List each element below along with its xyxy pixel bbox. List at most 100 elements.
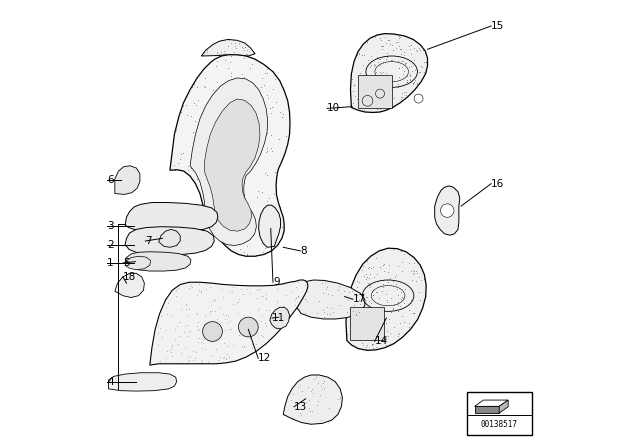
Point bbox=[260, 294, 271, 302]
Point bbox=[381, 55, 391, 62]
Point bbox=[252, 285, 262, 293]
Point bbox=[406, 51, 417, 58]
Point bbox=[372, 271, 382, 278]
Point bbox=[157, 333, 167, 340]
Text: 14: 14 bbox=[374, 336, 388, 346]
Point bbox=[221, 354, 231, 361]
Point bbox=[192, 310, 202, 318]
Point bbox=[392, 333, 403, 340]
Point bbox=[222, 141, 232, 148]
Point bbox=[393, 38, 403, 45]
Point bbox=[377, 288, 387, 295]
Point bbox=[370, 61, 380, 68]
Polygon shape bbox=[475, 400, 508, 406]
Point bbox=[220, 50, 230, 57]
Point bbox=[300, 296, 310, 303]
Point bbox=[264, 307, 275, 314]
Point bbox=[260, 169, 270, 177]
Point bbox=[266, 109, 276, 116]
Point bbox=[214, 334, 224, 341]
Point bbox=[188, 225, 198, 232]
Text: 15: 15 bbox=[491, 21, 504, 31]
Point bbox=[170, 166, 180, 173]
Point bbox=[271, 282, 281, 289]
Point bbox=[239, 47, 249, 54]
Point bbox=[269, 190, 279, 197]
Point bbox=[232, 228, 242, 235]
Point bbox=[129, 175, 139, 182]
Point bbox=[235, 316, 245, 323]
Point bbox=[378, 283, 388, 290]
Point bbox=[199, 124, 209, 131]
Point bbox=[235, 110, 245, 117]
Point bbox=[185, 280, 195, 288]
Point bbox=[223, 312, 234, 319]
Point bbox=[293, 383, 303, 390]
Point bbox=[291, 294, 301, 302]
Point bbox=[175, 349, 186, 356]
Point bbox=[246, 214, 257, 221]
Point bbox=[401, 59, 412, 66]
Circle shape bbox=[239, 317, 258, 337]
Point bbox=[376, 69, 386, 76]
Point bbox=[319, 385, 329, 392]
Point bbox=[399, 88, 410, 95]
Point bbox=[371, 288, 381, 295]
Point bbox=[127, 222, 137, 229]
Point bbox=[214, 226, 224, 233]
Point bbox=[416, 276, 426, 283]
Point bbox=[408, 81, 418, 88]
Point bbox=[186, 232, 196, 239]
Point bbox=[153, 251, 163, 258]
Point bbox=[125, 252, 136, 259]
Point bbox=[200, 218, 210, 225]
Point bbox=[199, 320, 209, 327]
Point bbox=[198, 340, 208, 347]
Point bbox=[356, 95, 367, 103]
Point bbox=[328, 308, 339, 315]
Point bbox=[149, 233, 159, 240]
Point bbox=[357, 51, 367, 58]
Point bbox=[382, 327, 392, 334]
Point bbox=[230, 43, 240, 50]
Point bbox=[374, 34, 385, 41]
Point bbox=[223, 65, 233, 72]
Point bbox=[182, 312, 192, 319]
Polygon shape bbox=[159, 229, 180, 247]
Point bbox=[346, 75, 356, 82]
Point bbox=[226, 87, 236, 95]
Point bbox=[262, 91, 272, 99]
Point bbox=[365, 271, 375, 278]
Point bbox=[396, 94, 406, 101]
Point bbox=[306, 387, 316, 394]
Point bbox=[213, 357, 223, 364]
Point bbox=[208, 207, 218, 214]
Point bbox=[375, 105, 385, 112]
Point bbox=[415, 69, 426, 76]
Point bbox=[199, 83, 209, 90]
Point bbox=[140, 230, 150, 237]
Point bbox=[395, 302, 405, 309]
Point bbox=[118, 169, 128, 176]
Point bbox=[122, 273, 132, 280]
Point bbox=[218, 219, 228, 226]
Point bbox=[205, 284, 215, 291]
Point bbox=[385, 40, 395, 47]
Point bbox=[280, 132, 291, 139]
Point bbox=[362, 258, 372, 265]
Point bbox=[268, 86, 278, 93]
Point bbox=[383, 77, 393, 84]
Point bbox=[230, 39, 241, 46]
Point bbox=[247, 345, 257, 352]
Point bbox=[300, 395, 310, 402]
Point bbox=[261, 211, 271, 218]
Polygon shape bbox=[204, 99, 260, 231]
Point bbox=[263, 240, 273, 247]
Point bbox=[319, 313, 329, 320]
Point bbox=[409, 269, 419, 276]
Point bbox=[409, 78, 419, 86]
Point bbox=[297, 388, 307, 395]
Point bbox=[372, 53, 382, 60]
Point bbox=[360, 345, 371, 352]
Polygon shape bbox=[125, 252, 191, 271]
